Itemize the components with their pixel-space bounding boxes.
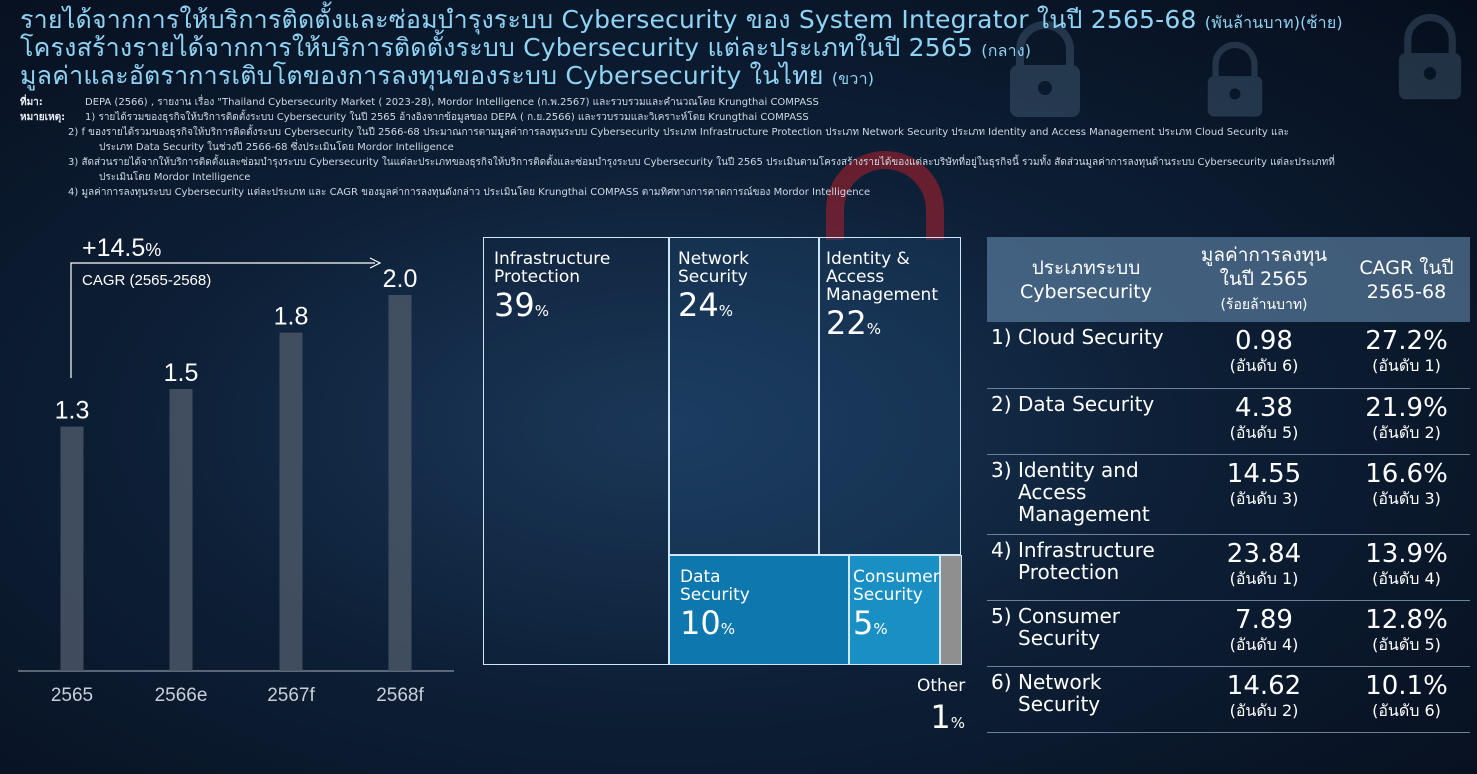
row-value: 14.62 (อันดับ 2) <box>1185 666 1343 733</box>
row-cagr: 21.9% (อันดับ 2) <box>1343 388 1470 455</box>
row-value: 0.98 (อันดับ 6) <box>1185 322 1343 389</box>
treemap-cell-consumer: Consumer Security 5% <box>849 555 940 665</box>
remark-4: 4) มูลค่าการลงทุนระบบ Cybersecurity แต่ล… <box>68 187 871 198</box>
treemap-cell-data: Data Security 10% <box>669 555 849 665</box>
row-type: Cloud Security <box>1018 325 1164 349</box>
investment-table: ประเภทระบบ Cybersecurity มูลค่าการลงทุน … <box>987 237 1470 733</box>
row-type: Network Security <box>1018 669 1102 716</box>
remark-1: 1) รายได้รวมของธุรกิจให้บริการติดตั้งระบ… <box>85 112 809 123</box>
remark-3: 3) สัดส่วนรายได้จากให้บริการติดตั้งและซ่… <box>68 157 1335 168</box>
header-value: มูลค่าการลงทุน ในปี 2565 (ร้อยล้านบาท) <box>1185 237 1343 322</box>
x-tick-label: 2565 <box>51 685 93 706</box>
chart-title-left: รายได้จากการให้บริการติดตั้งและซ่อมบำรุง… <box>20 5 1343 34</box>
table-row: 2) Data Security 4.38 (อันดับ 5) 21.9% (อัน… <box>987 388 1470 455</box>
bar-2567f <box>279 332 303 671</box>
chart-title-right: มูลค่าและอัตราการเติบโตของการลงทุนของระบ… <box>20 61 875 90</box>
chart-title-center: โครงสร้างรายได้จากการให้บริการติดตั้งระบ… <box>20 33 1032 62</box>
bar-2566e <box>169 389 193 671</box>
padlock-red-icon <box>826 151 944 240</box>
lock-icon <box>1010 21 1080 117</box>
table-row: 5) Consumer Security 7.89 (อันดับ 4) 12.8%… <box>987 600 1470 667</box>
bar-data-label: 1.3 <box>55 397 90 425</box>
remark-3-cont: ประเมินโดย Mordor Intelligence <box>99 172 251 183</box>
row-cagr: 16.6% (อันดับ 3) <box>1343 454 1470 535</box>
table-row: 6) Network Security 14.62 (อันดับ 2) 10.1%… <box>987 666 1470 733</box>
cagr-arrow <box>70 262 375 378</box>
row-type: Infrastructure Protection <box>1018 537 1155 584</box>
row-type: Identity and Access Management <box>1018 457 1150 526</box>
x-tick-label: 2566e <box>155 685 208 706</box>
remark-2: 2) f ของรายได้รวมของธุรกิจให้บริการติดตั… <box>68 127 1289 138</box>
row-value: 7.89 (อันดับ 4) <box>1185 600 1343 667</box>
row-value: 4.38 (อันดับ 5) <box>1185 388 1343 455</box>
remark-2-cont: ประเภท Data Security ในช่วงปี 2566-68 ซึ… <box>99 142 454 153</box>
row-value: 14.55 (อันดับ 3) <box>1185 454 1343 535</box>
header-type: ประเภทระบบ Cybersecurity <box>987 237 1185 322</box>
cagr-label: CAGR (2565-2568) <box>82 272 211 289</box>
table-row: 3) Identity and Access Management 14.55 (อ… <box>987 454 1470 535</box>
source-notes: ที่มา: DEPA (2566) , รายงาน เรื่อง "Thail… <box>20 95 1460 200</box>
table-row: 1) Cloud Security 0.98 (อันดับ 6) 27.2% (อั… <box>987 322 1470 389</box>
table-header-row: ประเภทระบบ Cybersecurity มูลค่าการลงทุน … <box>987 237 1470 322</box>
x-tick-label: 2568f <box>376 685 424 706</box>
row-cagr: 27.2% (อันดับ 1) <box>1343 322 1470 389</box>
lock-icon <box>1398 13 1462 100</box>
row-type: Consumer Security <box>1018 603 1120 650</box>
source-label: ที่มา: <box>20 97 43 108</box>
cagr-value: +14.5% <box>82 234 161 262</box>
treemap-cell-other <box>940 555 962 665</box>
row-cagr: 12.8% (อันดับ 5) <box>1343 600 1470 667</box>
treemap-other-label: Other <box>917 676 966 696</box>
table-row: 4) Infrastructure Protection 23.84 (อันดับ… <box>987 534 1470 601</box>
treemap-other-pct: 1% <box>930 698 965 736</box>
cagr-arrowhead <box>369 257 382 269</box>
row-type: Data Security <box>1018 391 1155 416</box>
row-value: 23.84 (อันดับ 1) <box>1185 534 1343 601</box>
treemap-cell-network: Network Security 24% <box>669 237 819 555</box>
remark-label: หมายเหตุ: <box>20 112 66 123</box>
revenue-bar-chart: +14.5% CAGR (2565-2568) 1.3 2565 1.5 2566e 1… <box>18 234 454 706</box>
bar-data-label: 2.0 <box>383 265 418 293</box>
bar-data-label: 1.8 <box>274 303 309 331</box>
header-cagr: CAGR ในปี 2565-68 <box>1343 237 1470 322</box>
bar-2568f <box>388 295 412 671</box>
source-text: DEPA (2566) , รายงาน เรื่อง "Thailand Cy… <box>85 97 819 108</box>
bar-data-label: 1.5 <box>164 359 199 387</box>
x-tick-label: 2567f <box>267 685 315 706</box>
treemap-cell-identity: Identity & Access Management 22% <box>819 237 961 555</box>
treemap-cell-infrastructure: Infrastructure Protection 39% <box>483 237 669 665</box>
revenue-structure-treemap: Infrastructure Protection 39% Network Se… <box>483 237 962 665</box>
lock-icon <box>1207 41 1263 117</box>
row-cagr: 13.9% (อันดับ 4) <box>1343 534 1470 601</box>
row-cagr: 10.1% (อันดับ 6) <box>1343 666 1470 733</box>
bar-2565 <box>60 426 84 671</box>
